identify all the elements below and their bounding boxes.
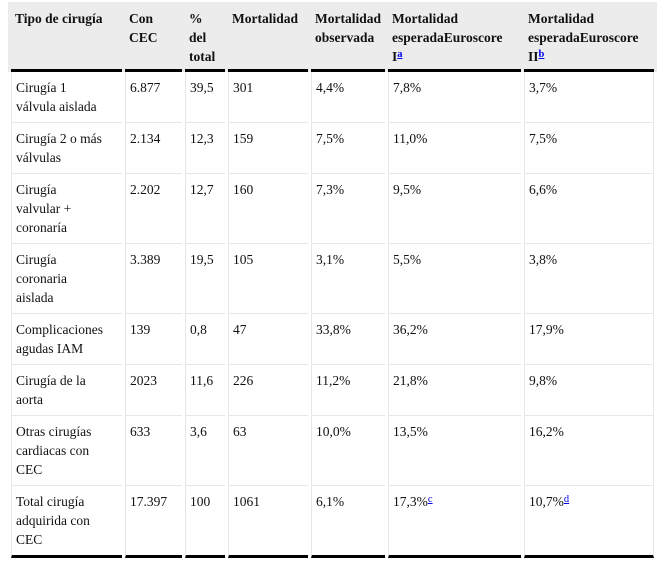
cell-con-cec: 17.397 xyxy=(125,485,182,558)
cell-surgery-type: Otras cirugías cardiacas con CEC xyxy=(11,415,122,485)
column-header-label: Mortalidad esperadaEuroscore I xyxy=(392,11,503,64)
cell-mortalidad-observada: 10,0% xyxy=(311,415,385,485)
cell-mortalidad-observada: 3,1% xyxy=(311,243,385,313)
cell-mortalidad: 226 xyxy=(228,364,308,415)
table-row: Cirugía valvular + coronaría 2.202 12,7 … xyxy=(11,173,654,243)
cell-surgery-type: Total cirugía adquirida con CEC xyxy=(11,485,122,558)
column-header-label: Con CEC xyxy=(129,11,158,45)
cell-euroscore-1: 9,5% xyxy=(388,173,521,243)
table-row: Otras cirugías cardiacas con CEC 633 3,6… xyxy=(11,415,654,485)
cell-con-cec: 139 xyxy=(125,313,182,364)
cell-euroscore-2: 16,2% xyxy=(524,415,654,485)
cell-euroscore-1: 13,5% xyxy=(388,415,521,485)
column-header-label: Mortalidad xyxy=(232,11,298,26)
cell-mortalidad-observada: 7,5% xyxy=(311,122,385,173)
column-header-pct-del-total: % del total xyxy=(185,2,225,72)
cell-value: 10,7% xyxy=(529,494,564,509)
column-header-euroscore-1: Mortalidad esperadaEuroscore Ia xyxy=(388,2,521,72)
cell-euroscore-1: 36,2% xyxy=(388,313,521,364)
cell-mortalidad: 105 xyxy=(228,243,308,313)
footnote-link-b[interactable]: b xyxy=(538,49,545,60)
cell-mortalidad: 160 xyxy=(228,173,308,243)
column-header-label: Mortalidad observada xyxy=(315,11,381,45)
cell-euroscore-1: 7,8% xyxy=(388,72,521,122)
cell-surgery-type: Cirugía valvular + coronaría xyxy=(11,173,122,243)
column-header-tipo-de-cirugia: Tipo de cirugía xyxy=(11,2,122,72)
cell-surgery-type: Complicaciones agudas IAM xyxy=(11,313,122,364)
footnote-link-c[interactable]: c xyxy=(427,494,433,505)
cell-con-cec: 3.389 xyxy=(125,243,182,313)
cell-euroscore-1: 21,8% xyxy=(388,364,521,415)
cell-euroscore-1: 5,5% xyxy=(388,243,521,313)
cell-surgery-type: Cirugía de la aorta xyxy=(11,364,122,415)
cell-pct-total: 11,6 xyxy=(185,364,225,415)
cell-euroscore-2: 3,7% xyxy=(524,72,654,122)
cell-pct-total: 19,5 xyxy=(185,243,225,313)
table-row-total: Total cirugía adquirida con CEC 17.397 1… xyxy=(11,485,654,558)
column-header-label: Tipo de cirugía xyxy=(15,11,103,26)
cell-surgery-type: Cirugía coronaria aislada xyxy=(11,243,122,313)
cell-euroscore-2: 6,6% xyxy=(524,173,654,243)
column-header-label: % del total xyxy=(189,11,216,64)
footnote-link-a[interactable]: a xyxy=(397,49,403,60)
table-body: Cirugía 1 válvula aislada 6.877 39,5 301… xyxy=(11,72,654,558)
cell-pct-total: 0,8 xyxy=(185,313,225,364)
cell-euroscore-2: 9,8% xyxy=(524,364,654,415)
cell-mortalidad: 47 xyxy=(228,313,308,364)
cell-euroscore-2: 17,9% xyxy=(524,313,654,364)
cell-con-cec: 2.202 xyxy=(125,173,182,243)
table-row: Complicaciones agudas IAM 139 0,8 47 33,… xyxy=(11,313,654,364)
cell-mortalidad-observada: 33,8% xyxy=(311,313,385,364)
cell-mortalidad-observada: 6,1% xyxy=(311,485,385,558)
table-row: Cirugía de la aorta 2023 11,6 226 11,2% … xyxy=(11,364,654,415)
cell-value: 17,3% xyxy=(393,494,428,509)
cell-con-cec: 633 xyxy=(125,415,182,485)
column-header-label: Mortalidad esperadaEuroscore II xyxy=(528,11,639,64)
cell-mortalidad-observada: 7,3% xyxy=(311,173,385,243)
table-row: Cirugía 2 o más válvulas 2.134 12,3 159 … xyxy=(11,122,654,173)
cell-euroscore-2: 7,5% xyxy=(524,122,654,173)
header-row: Tipo de cirugía Con CEC % del total Mort… xyxy=(11,2,654,72)
cell-pct-total: 12,3 xyxy=(185,122,225,173)
cell-pct-total: 3,6 xyxy=(185,415,225,485)
table-row: Cirugía coronaria aislada 3.389 19,5 105… xyxy=(11,243,654,313)
table-header: Tipo de cirugía Con CEC % del total Mort… xyxy=(11,2,654,72)
cell-euroscore-2: 3,8% xyxy=(524,243,654,313)
cell-mortalidad: 1061 xyxy=(228,485,308,558)
cell-mortalidad-observada: 4,4% xyxy=(311,72,385,122)
footnote-link-d[interactable]: d xyxy=(563,494,570,505)
column-header-mortalidad-observada: Mortalidad observada xyxy=(311,2,385,72)
cell-con-cec: 2023 xyxy=(125,364,182,415)
column-header-con-cec: Con CEC xyxy=(125,2,182,72)
cell-mortalidad: 159 xyxy=(228,122,308,173)
column-header-euroscore-2: Mortalidad esperadaEuroscore IIb xyxy=(524,2,654,72)
column-header-mortalidad: Mortalidad xyxy=(228,2,308,72)
cell-con-cec: 6.877 xyxy=(125,72,182,122)
cell-con-cec: 2.134 xyxy=(125,122,182,173)
cell-mortalidad-observada: 11,2% xyxy=(311,364,385,415)
cell-mortalidad: 301 xyxy=(228,72,308,122)
cell-euroscore-1: 11,0% xyxy=(388,122,521,173)
cell-surgery-type: Cirugía 1 válvula aislada xyxy=(11,72,122,122)
cell-euroscore-1: 17,3%c xyxy=(388,485,521,558)
cell-euroscore-2: 10,7%d xyxy=(524,485,654,558)
cell-surgery-type: Cirugía 2 o más válvulas xyxy=(11,122,122,173)
cell-mortalidad: 63 xyxy=(228,415,308,485)
cell-pct-total: 39,5 xyxy=(185,72,225,122)
surgery-mortality-table: Tipo de cirugía Con CEC % del total Mort… xyxy=(8,2,657,558)
table-row: Cirugía 1 válvula aislada 6.877 39,5 301… xyxy=(11,72,654,122)
cell-pct-total: 12,7 xyxy=(185,173,225,243)
cell-pct-total: 100 xyxy=(185,485,225,558)
